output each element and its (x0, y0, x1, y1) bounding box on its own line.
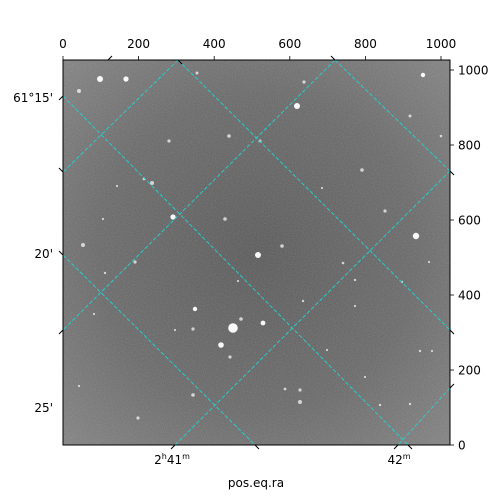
star (77, 89, 81, 93)
star (320, 186, 324, 190)
star (260, 320, 266, 326)
star (283, 387, 287, 391)
ra-grid-line (63, 254, 256, 445)
star (325, 348, 329, 352)
star (408, 114, 412, 118)
star (173, 328, 177, 332)
star (430, 349, 434, 353)
star (81, 243, 85, 247)
star (239, 317, 243, 321)
star (223, 217, 227, 221)
star (255, 252, 261, 258)
star (363, 375, 367, 379)
right-tick-label: 0 (458, 439, 466, 453)
star (227, 134, 231, 138)
ra-tick-label: 2h41m (154, 452, 190, 467)
star (77, 384, 81, 388)
star (427, 260, 431, 264)
ra-grid-line (63, 95, 409, 445)
star (150, 181, 154, 185)
star (341, 261, 345, 265)
right-tick-label: 800 (458, 139, 481, 153)
star (280, 244, 284, 248)
ra-axis: 2h41m 42m pos.eq.ra (154, 452, 411, 490)
star (353, 304, 357, 308)
dec-tick-label: 25' (34, 401, 53, 415)
top-tick-label: 600 (278, 37, 301, 51)
star (228, 323, 238, 333)
ra-grid-line (177, 60, 450, 331)
right-tick-label: 600 (458, 214, 481, 228)
star (218, 342, 224, 348)
dec-grid-line (63, 60, 179, 173)
star (353, 278, 357, 282)
star (360, 168, 364, 172)
top-tick-label: 0 (59, 37, 67, 51)
star (170, 214, 176, 220)
ra-grid-line (334, 60, 450, 172)
star (136, 416, 140, 420)
dec-axis: 61°15' 20' 25' (13, 91, 53, 415)
star (92, 312, 96, 316)
star (298, 400, 302, 404)
star (301, 299, 305, 303)
star (191, 393, 195, 397)
dec-grid-line (397, 387, 450, 445)
star (298, 388, 302, 392)
star (383, 209, 387, 213)
coordinate-grid (63, 60, 450, 445)
star (228, 355, 232, 359)
right-tick-label: 1000 (458, 64, 489, 78)
star (195, 71, 199, 75)
plot-frame (62, 59, 451, 446)
dec-grid-line (63, 60, 336, 331)
star (192, 306, 198, 312)
star (439, 134, 443, 138)
star (123, 76, 129, 82)
top-tick-label: 1000 (426, 37, 457, 51)
star (408, 402, 412, 406)
right-tick-label: 400 (458, 289, 481, 303)
right-tick-label: 200 (458, 364, 481, 378)
top-axis: 0 200 400 600 800 1000 (59, 37, 456, 60)
star (97, 76, 103, 82)
top-tick-label: 200 (127, 37, 150, 51)
star (236, 279, 240, 283)
star (302, 80, 306, 84)
star (101, 217, 105, 221)
star (294, 103, 300, 109)
star (418, 349, 422, 353)
star (103, 271, 107, 275)
ra-tick-label: 42m (387, 452, 410, 467)
top-tick-label: 800 (354, 37, 377, 51)
top-tick-label: 400 (203, 37, 226, 51)
dec-tick-label: 61°15' (13, 91, 53, 105)
star (133, 260, 137, 264)
right-axis: 0 200 400 600 800 1000 (450, 64, 489, 453)
x-axis-title: pos.eq.ra (228, 476, 284, 490)
world-ticks (58, 55, 455, 450)
star (412, 232, 420, 240)
star (191, 327, 195, 331)
star (167, 139, 171, 143)
dec-tick-label: 20' (34, 247, 53, 261)
star (420, 72, 426, 78)
dec-grid-line (174, 170, 450, 445)
star (378, 403, 382, 407)
star (115, 184, 119, 188)
